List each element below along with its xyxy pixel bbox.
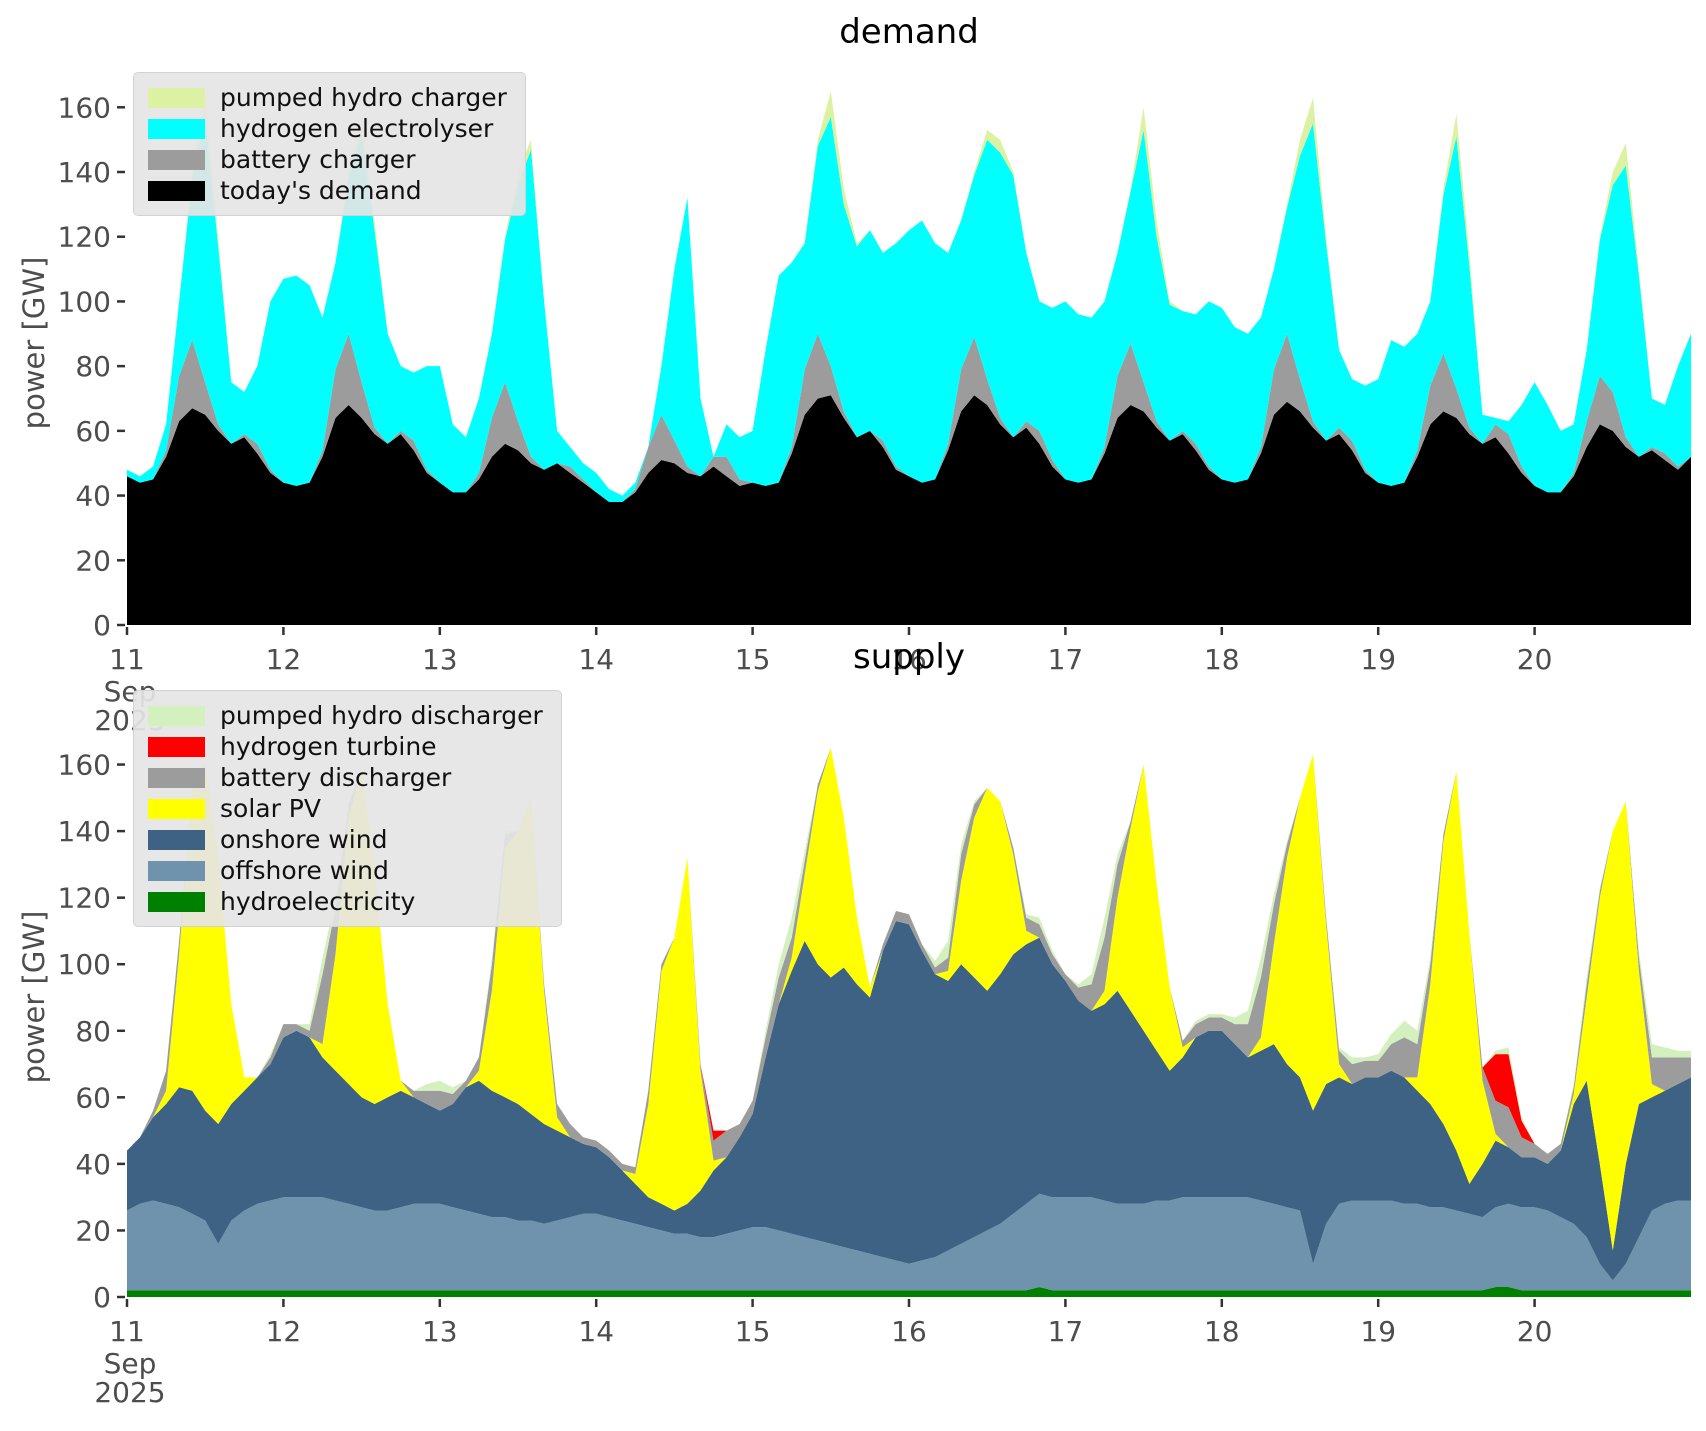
demand-chart-title: demand (127, 12, 1691, 52)
y-tick-label: 160 (58, 749, 111, 782)
legend-swatch-icon (148, 830, 205, 850)
y-tick-label: 80 (75, 1015, 111, 1048)
legend-item-hydrogen-turbine: hydrogen turbine (148, 731, 543, 762)
legend-swatch-icon (148, 706, 205, 726)
x-tick-label: 18 (1204, 1315, 1240, 1348)
y-tick-label: 0 (93, 609, 111, 642)
legend-label: pumped hydro discharger (220, 700, 543, 731)
y-tick-label: 60 (75, 1081, 111, 1114)
legend-label: solar PV (220, 793, 321, 824)
supply-legend: pumped hydro dischargerhydrogen turbineb… (133, 690, 562, 927)
x-tick-label: 11 (109, 1315, 145, 1348)
legend-label: pumped hydro charger (220, 82, 507, 113)
y-tick-label: 100 (58, 285, 111, 318)
legend-item-onshore-wind: onshore wind (148, 824, 543, 855)
legend-item-battery-discharger: battery discharger (148, 762, 543, 793)
legend-swatch-icon (148, 737, 205, 757)
legend-label: hydrogen electrolyser (220, 113, 493, 144)
y-tick-label: 140 (58, 815, 111, 848)
y-tick-label: 40 (75, 1148, 111, 1181)
demand-y-axis-label: power [GW] (17, 257, 51, 430)
figure: 02040608010012014016011Sep20251213141516… (0, 0, 1706, 1431)
legend-item-hydroelectricity: hydroelectricity (148, 886, 543, 917)
y-tick-label: 160 (58, 91, 111, 124)
y-tick-label: 20 (75, 544, 111, 577)
legend-label: hydrogen turbine (220, 731, 437, 762)
legend-label: offshore wind (220, 855, 389, 886)
legend-label: onshore wind (220, 824, 387, 855)
y-tick-label: 140 (58, 156, 111, 189)
y-tick-label: 0 (93, 1281, 111, 1314)
x-tick-label: 14 (578, 1315, 614, 1348)
supply-chart-title: supply (127, 637, 1691, 677)
legend-item-today-s-demand: today's demand (148, 175, 507, 206)
legend-item-battery-charger: battery charger (148, 144, 507, 175)
x-tick-label: 19 (1360, 1315, 1396, 1348)
legend-swatch-icon (148, 892, 205, 912)
legend-item-solar-pv: solar PV (148, 793, 543, 824)
x-axis-offset-label: 2025 (94, 1376, 165, 1409)
x-tick-label: 20 (1517, 1315, 1553, 1348)
legend-swatch-icon (148, 861, 205, 881)
legend-label: battery discharger (220, 762, 451, 793)
legend-label: hydroelectricity (220, 886, 415, 917)
supply-y-axis-label: power [GW] (17, 911, 51, 1084)
legend-swatch-icon (148, 768, 205, 788)
legend-label: battery charger (220, 144, 415, 175)
legend-item-pumped-hydro-discharger: pumped hydro discharger (148, 700, 543, 731)
x-tick-label: 16 (891, 1315, 927, 1348)
legend-swatch-icon (148, 88, 205, 108)
legend-swatch-icon (148, 119, 205, 139)
legend-item-offshore-wind: offshore wind (148, 855, 543, 886)
x-tick-label: 12 (266, 1315, 302, 1348)
legend-item-hydrogen-electrolyser: hydrogen electrolyser (148, 113, 507, 144)
y-tick-label: 80 (75, 350, 111, 383)
x-tick-label: 13 (422, 1315, 458, 1348)
y-tick-label: 100 (58, 948, 111, 981)
y-tick-label: 60 (75, 415, 111, 448)
y-tick-label: 120 (58, 221, 111, 254)
legend-label: today's demand (220, 175, 422, 206)
demand-legend: pumped hydro chargerhydrogen electrolyse… (133, 72, 526, 216)
legend-swatch-icon (148, 181, 205, 201)
x-tick-label: 17 (1048, 1315, 1084, 1348)
x-tick-label: 15 (735, 1315, 771, 1348)
y-tick-label: 40 (75, 480, 111, 513)
y-tick-label: 120 (58, 882, 111, 915)
legend-item-pumped-hydro-charger: pumped hydro charger (148, 82, 507, 113)
legend-swatch-icon (148, 799, 205, 819)
y-tick-label: 20 (75, 1214, 111, 1247)
legend-swatch-icon (148, 150, 205, 170)
